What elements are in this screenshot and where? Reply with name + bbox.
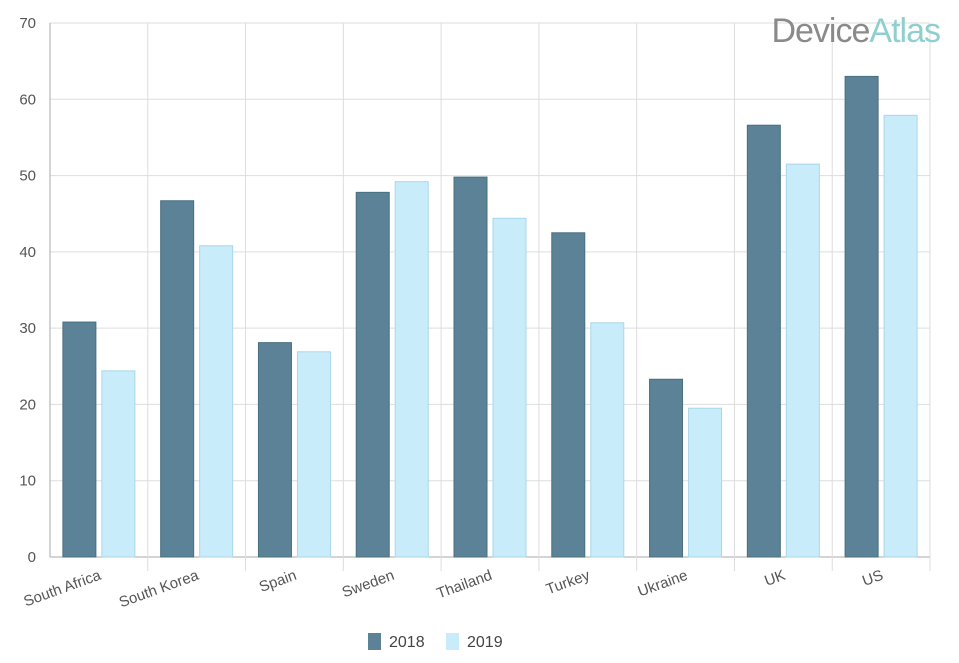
legend: 2018 2019 [368,633,503,651]
bar-2019-sweden[interactable] [394,181,429,558]
legend-swatch-2019 [446,633,459,650]
y-tick-label: 10 [19,473,36,490]
brand-logo: DeviceAtlas [771,12,941,50]
bar-2019-south-korea[interactable] [199,245,234,558]
bar-2018-south-korea[interactable] [160,200,195,558]
bar-2019-spain[interactable] [296,351,331,558]
bar-2019-uk[interactable] [785,163,820,558]
bar-2018-ukraine[interactable] [649,378,684,558]
gridlines [49,22,931,571]
x-tick-label: Turkey [544,567,593,599]
y-tick-label: 40 [19,244,36,261]
x-tick-label: South Korea [117,567,202,612]
brand-word-atlas: Atlas [869,12,940,50]
y-tick-label: 50 [19,168,36,185]
legend-label-2019: 2019 [467,634,503,651]
bar-2019-south-africa[interactable] [101,370,136,558]
legend-item-2018[interactable]: 2018 [368,633,425,651]
bar-2018-spain[interactable] [257,342,292,558]
y-tick-label: 20 [19,396,36,413]
y-axis-ticks: 0 10 20 30 40 50 60 70 [19,15,36,566]
bars [62,75,918,558]
legend-swatch-2018 [368,633,381,650]
bar-2019-us[interactable] [883,114,918,558]
y-tick-label: 60 [19,91,36,108]
x-axis-ticks: South Africa South Korea Spain Sweden Thaila… [21,567,885,612]
bar-2018-thailand[interactable] [453,176,488,558]
x-tick-label: South Africa [21,567,103,611]
x-tick-label: Ukraine [636,567,690,601]
y-tick-label: 30 [19,320,36,337]
y-tick-label: 0 [28,549,36,566]
bar-2018-turkey[interactable] [551,232,586,558]
bar-2018-sweden[interactable] [355,191,390,558]
y-tick-label: 70 [19,15,36,32]
x-tick-label: Spain [257,567,299,596]
bar-2019-turkey[interactable] [590,322,625,558]
bar-2019-thailand[interactable] [492,217,527,558]
x-tick-label: US [860,567,885,590]
legend-item-2019[interactable]: 2019 [446,633,503,651]
bar-2018-south-africa[interactable] [62,321,97,558]
bar-2018-uk[interactable] [746,124,781,558]
x-tick-label: UK [762,567,787,590]
x-tick-label: Sweden [340,567,397,602]
bar-2018-us[interactable] [844,75,879,558]
x-tick-label: Thailand [434,567,494,603]
brand-word-device: Device [771,12,869,50]
bar-2019-ukraine[interactable] [688,407,723,558]
legend-label-2018: 2018 [389,634,425,651]
brand-logo-text: DeviceAtlas [771,12,940,50]
